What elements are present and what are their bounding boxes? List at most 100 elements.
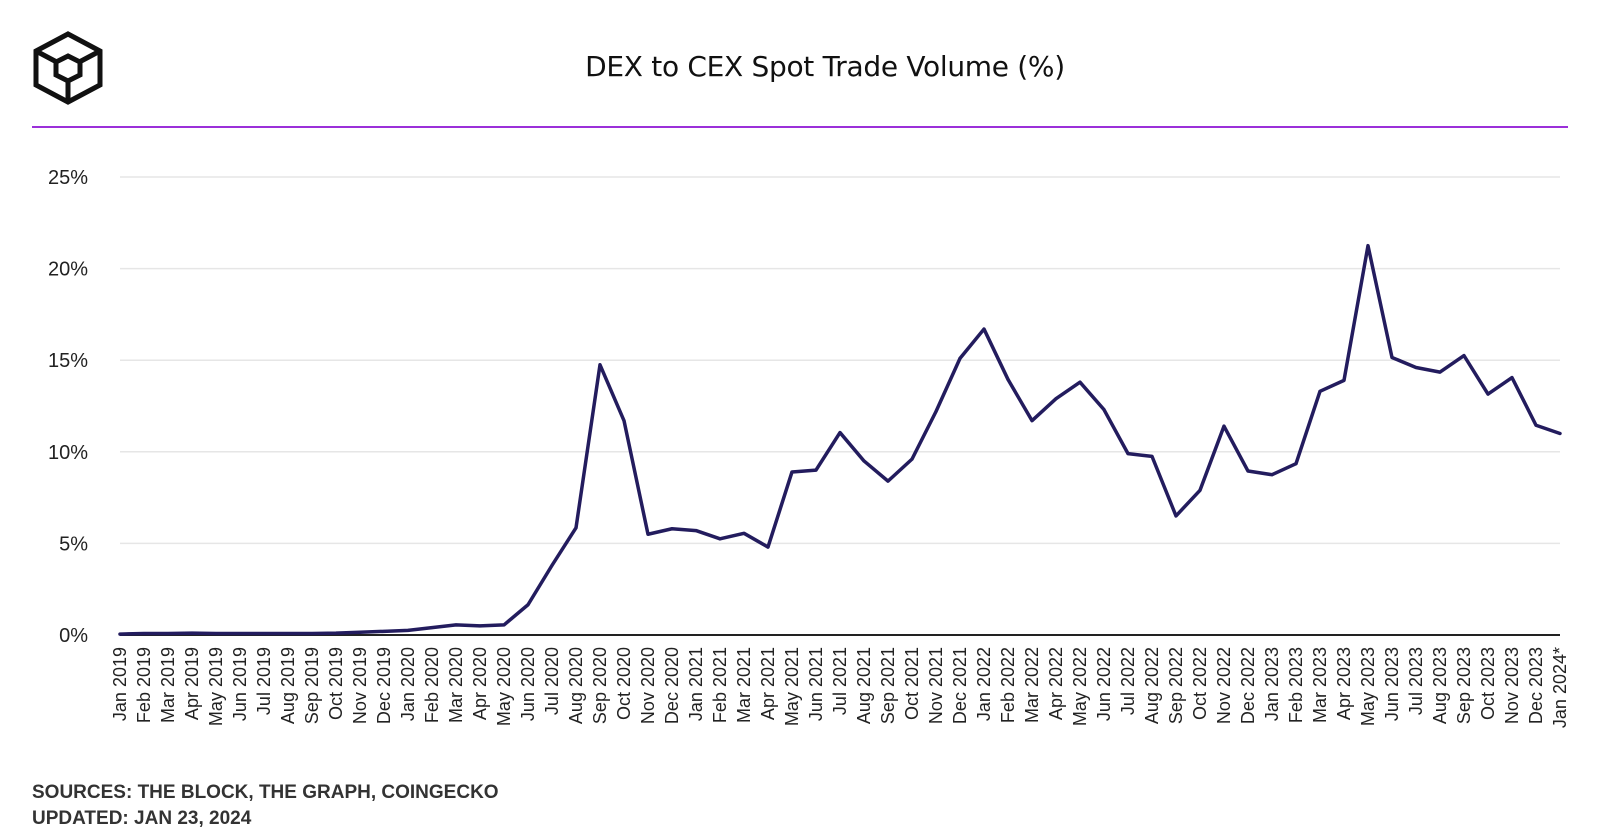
x-tick-label: Sep 2023: [1454, 647, 1474, 724]
x-tick-label: Mar 2022: [1022, 647, 1042, 723]
data-point: [838, 431, 842, 435]
x-tick-label: Oct 2022: [1190, 647, 1210, 720]
x-tick-label: Jan 2024*: [1550, 647, 1570, 728]
x-tick-label: Dec 2023: [1526, 647, 1546, 724]
data-point: [910, 457, 914, 461]
accent-divider: [32, 126, 1568, 128]
x-tick-label: Jul 2021: [830, 647, 850, 715]
data-point: [142, 632, 146, 636]
x-tick-label: Apr 2019: [182, 647, 202, 720]
x-tick-label: Feb 2022: [998, 647, 1018, 723]
x-tick-label: Mar 2020: [446, 647, 466, 723]
data-point: [406, 628, 410, 632]
data-point: [1534, 423, 1538, 427]
x-tick-label: Jun 2021: [806, 647, 826, 721]
chart-header: DEX to CEX Spot Trade Volume (%): [0, 0, 1600, 128]
x-tick-label: Aug 2023: [1430, 647, 1450, 724]
x-tick-label: Jul 2022: [1118, 647, 1138, 715]
x-tick-label: Jan 2019: [110, 647, 130, 721]
data-point: [574, 526, 578, 530]
data-point: [598, 363, 602, 367]
data-point: [766, 545, 770, 549]
x-tick-label: Feb 2019: [134, 647, 154, 723]
x-tick-label: Jan 2022: [974, 647, 994, 721]
x-tick-label: May 2021: [782, 647, 802, 726]
x-tick-label: May 2022: [1070, 647, 1090, 726]
gridlines: [120, 176, 1560, 545]
y-tick-label: 20%: [48, 259, 88, 281]
data-point: [238, 632, 242, 636]
data-point: [1246, 469, 1250, 473]
x-tick-label: Aug 2021: [854, 647, 874, 724]
x-tick-label: Aug 2020: [566, 647, 586, 724]
x-tick-label: Oct 2023: [1478, 647, 1498, 720]
x-tick-label: Nov 2023: [1502, 647, 1522, 724]
x-tick-label: Aug 2022: [1142, 647, 1162, 724]
data-point: [382, 629, 386, 633]
x-tick-label: Jan 2021: [686, 647, 706, 721]
data-point: [1294, 462, 1298, 466]
data-point: [814, 468, 818, 472]
data-point: [1030, 419, 1034, 423]
data-point: [1366, 244, 1370, 248]
x-tick-label: Jan 2023: [1262, 647, 1282, 721]
data-point: [1102, 408, 1106, 412]
x-tick-label: Dec 2020: [662, 647, 682, 724]
data-point: [310, 632, 314, 636]
data-point: [358, 630, 362, 634]
data-point: [454, 623, 458, 627]
data-point: [1558, 431, 1562, 435]
x-tick-label: Feb 2023: [1286, 647, 1306, 723]
y-tick-label: 25%: [48, 167, 88, 189]
data-point: [1510, 376, 1514, 380]
data-point: [526, 603, 530, 607]
line-chart: 0% 5% 10% 15% 20% 25% Jan 2019 Feb 2019 Mar 201…: [48, 167, 1570, 728]
data-point: [886, 479, 890, 483]
data-point: [1414, 366, 1418, 370]
data-point: [550, 563, 554, 567]
x-tick-label: Oct 2021: [902, 647, 922, 720]
data-point: [670, 527, 674, 531]
data-point: [1126, 452, 1130, 456]
data-point: [478, 624, 482, 628]
x-tick-label: Mar 2023: [1310, 647, 1330, 723]
x-tick-label: Jul 2019: [254, 647, 274, 715]
data-point: [694, 529, 698, 533]
data-point: [622, 419, 626, 423]
the-block-cube-logo-icon: [33, 31, 103, 105]
x-tick-label: Oct 2019: [326, 647, 346, 720]
x-tick-label: Sep 2019: [302, 647, 322, 724]
x-tick-label: May 2023: [1358, 647, 1378, 726]
data-point: [334, 631, 338, 635]
x-tick-label: Dec 2022: [1238, 647, 1258, 724]
x-tick-label: Sep 2021: [878, 647, 898, 724]
x-tick-label: Apr 2021: [758, 647, 778, 720]
data-point: [958, 356, 962, 360]
data-point: [502, 623, 506, 627]
x-tick-label: Nov 2019: [350, 647, 370, 724]
data-point: [1318, 389, 1322, 393]
data-point: [1270, 473, 1274, 477]
x-tick-label: Aug 2019: [278, 647, 298, 724]
x-tick-label: Nov 2022: [1214, 647, 1234, 724]
data-point: [1486, 392, 1490, 396]
data-point: [862, 459, 866, 463]
x-tick-label: Oct 2020: [614, 647, 634, 720]
data-point: [646, 532, 650, 536]
data-point: [1438, 370, 1442, 374]
data-point: [1390, 355, 1394, 359]
x-tick-label: Dec 2019: [374, 647, 394, 724]
data-point: [934, 409, 938, 413]
x-tick-label: May 2019: [206, 647, 226, 726]
data-point: [286, 632, 290, 636]
x-tick-label: Jun 2023: [1382, 647, 1402, 721]
x-tick-label: May 2020: [494, 647, 514, 726]
y-tick-label: 0%: [59, 625, 88, 647]
x-tick-label: Nov 2020: [638, 647, 658, 724]
data-point: [1054, 397, 1058, 401]
x-tick-label: Mar 2019: [158, 647, 178, 723]
data-point: [190, 631, 194, 635]
updated-note: UPDATED: JAN 23, 2024: [32, 808, 252, 829]
y-axis-ticks: 0% 5% 10% 15% 20% 25%: [48, 167, 88, 647]
data-point: [982, 327, 986, 331]
